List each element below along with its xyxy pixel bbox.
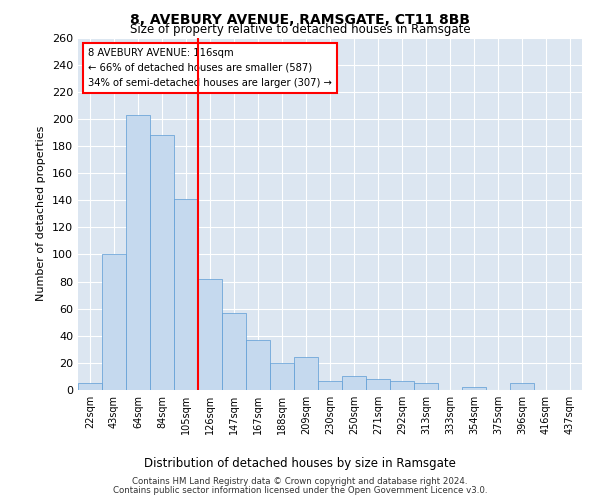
- Bar: [102, 254, 126, 390]
- Y-axis label: Number of detached properties: Number of detached properties: [37, 126, 46, 302]
- Bar: [126, 115, 150, 390]
- Text: Contains HM Land Registry data © Crown copyright and database right 2024.: Contains HM Land Registry data © Crown c…: [132, 477, 468, 486]
- Text: Size of property relative to detached houses in Ramsgate: Size of property relative to detached ho…: [130, 22, 470, 36]
- Bar: [390, 380, 414, 390]
- Bar: [150, 135, 174, 390]
- Bar: [78, 383, 102, 390]
- Bar: [294, 358, 318, 390]
- Text: Contains public sector information licensed under the Open Government Licence v3: Contains public sector information licen…: [113, 486, 487, 495]
- Text: Distribution of detached houses by size in Ramsgate: Distribution of detached houses by size …: [144, 458, 456, 470]
- Bar: [318, 380, 342, 390]
- Bar: [270, 363, 294, 390]
- Text: 8 AVEBURY AVENUE: 116sqm
← 66% of detached houses are smaller (587)
34% of semi-: 8 AVEBURY AVENUE: 116sqm ← 66% of detach…: [88, 48, 332, 88]
- Bar: [510, 383, 534, 390]
- Bar: [462, 388, 486, 390]
- Bar: [198, 279, 222, 390]
- Bar: [366, 379, 390, 390]
- Bar: [246, 340, 270, 390]
- Text: 8, AVEBURY AVENUE, RAMSGATE, CT11 8BB: 8, AVEBURY AVENUE, RAMSGATE, CT11 8BB: [130, 12, 470, 26]
- Bar: [342, 376, 366, 390]
- Bar: [414, 383, 438, 390]
- Bar: [174, 199, 198, 390]
- Bar: [222, 312, 246, 390]
